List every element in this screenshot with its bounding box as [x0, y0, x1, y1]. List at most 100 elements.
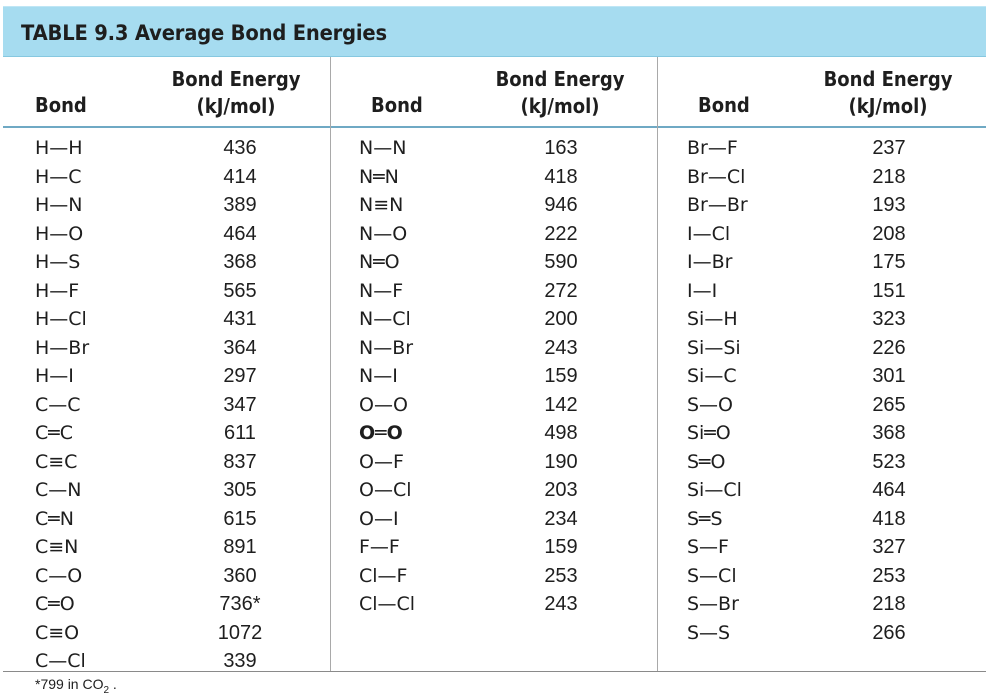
- energy-cell: 611: [224, 422, 256, 444]
- bond-cell: S═O: [687, 450, 726, 473]
- bond-cell: N═N: [359, 165, 399, 188]
- energy-cell: 159: [544, 536, 578, 558]
- table-row: H—Br 364: [3, 334, 330, 363]
- table-row: S═O 523: [658, 448, 986, 477]
- table-row: O═O 498: [331, 419, 657, 448]
- energy-cell: 297: [223, 365, 257, 387]
- bond-cell: F—F: [359, 536, 400, 558]
- energy-cell: 203: [544, 479, 578, 501]
- column-divider: [657, 57, 658, 671]
- table-row: Br—F 237: [658, 134, 986, 163]
- energy-cell: 237: [872, 137, 906, 159]
- bond-cell: H—Br: [35, 336, 90, 359]
- table-row: S═S 418: [658, 505, 986, 534]
- table-row: C≡C 837: [3, 448, 330, 477]
- bond-cell: Br—Br: [687, 194, 748, 216]
- bond-cell: N—I: [359, 365, 398, 387]
- bond-cell: Si—Si: [687, 336, 741, 359]
- table-row: Si—Cl 464: [658, 476, 986, 505]
- table-row: N—F 272: [331, 277, 657, 306]
- energy-cell: 266: [872, 621, 906, 644]
- bond-cell: C—C: [35, 393, 81, 416]
- table-row: N═N 418: [331, 163, 657, 192]
- energy-cell: 837: [223, 450, 257, 473]
- table-row: C═N 615: [3, 505, 330, 534]
- table-row: S—Cl 253: [658, 562, 986, 591]
- bond-cell: H—I: [35, 365, 74, 387]
- table-title-bar: TABLE 9.3 Average Bond Energies: [3, 6, 986, 57]
- bond-cell: O—O: [359, 393, 408, 416]
- bond-cell: O—F: [359, 450, 404, 473]
- table-row: N═O 590: [331, 248, 657, 277]
- bond-cell: S—Cl: [687, 564, 737, 587]
- header-bottom-rule: [3, 126, 986, 128]
- energy-cell: 368: [223, 251, 257, 273]
- table-column-3: Bond Bond Energy (kJ/mol) Br—F 237 Br—Cl 21…: [658, 57, 986, 671]
- header-top-rule: [3, 56, 986, 57]
- table-row: Cl—F 253: [331, 562, 657, 591]
- table-row: N—O 222: [331, 220, 657, 249]
- energy-cell: 243: [544, 336, 578, 359]
- bond-cell: H—F: [35, 279, 80, 302]
- table-bottom-rule: [3, 671, 986, 672]
- table-row: I—Br 175: [658, 248, 986, 277]
- energy-cell: 175: [872, 251, 906, 273]
- energy-cell: 339: [223, 650, 257, 672]
- table-row: S—F 327: [658, 533, 986, 562]
- energy-cell: 327: [872, 536, 906, 558]
- energy-cell: 193: [872, 194, 906, 216]
- table-column-1: Bond Bond Energy (kJ/mol) H—H 436 H—C 414 H—…: [3, 57, 330, 672]
- energy-cell: 736*: [219, 593, 261, 615]
- table-row: C═C 611: [3, 419, 330, 448]
- bond-cell: H—C: [35, 165, 82, 188]
- energy-cell: 431: [223, 308, 257, 330]
- bond-cell: Br—Cl: [687, 165, 746, 188]
- bond-cell: S—S: [687, 621, 731, 644]
- column-header-bond: Bond: [371, 93, 423, 117]
- energy-cell: 265: [872, 393, 906, 416]
- energy-cell: 360: [223, 564, 257, 587]
- bond-cell: S—O: [687, 393, 734, 416]
- bond-cell: Si—Cl: [687, 479, 742, 501]
- bond-cell: N—O: [359, 222, 408, 245]
- table-row: N—N 163: [331, 134, 657, 163]
- table-row: S—O 265: [658, 391, 986, 420]
- energy-cell: 218: [872, 165, 906, 188]
- bond-cell: H—S: [35, 251, 81, 273]
- bond-cell: N≡N: [359, 194, 404, 216]
- table-row: C—C 347: [3, 391, 330, 420]
- energy-cell: 436: [223, 137, 257, 159]
- table-row: O—F 190: [331, 448, 657, 477]
- table-column-2: Bond Bond Energy (kJ/mol) N—N 163 N═N 418 N≡…: [331, 57, 657, 671]
- table-rows: H—H 436 H—C 414 H—N 389 H—O 464 H—S 368 H—F 565 H—Cl…: [3, 134, 330, 676]
- energy-cell: 243: [544, 593, 578, 615]
- bond-cell: H—Cl: [35, 308, 87, 330]
- table-row: N—Cl 200: [331, 305, 657, 334]
- energy-cell: 159: [544, 365, 578, 387]
- column-header-bond-energy: Bond Energy (kJ/mol): [171, 67, 301, 118]
- table-row: H—H 436: [3, 134, 330, 163]
- energy-cell: 272: [544, 279, 578, 302]
- bond-cell: N—Br: [359, 336, 414, 359]
- table-row: C—N 305: [3, 476, 330, 505]
- table-row: Br—Cl 218: [658, 163, 986, 192]
- table-row: Cl—Cl 243: [331, 590, 657, 619]
- table-row: O—I 234: [331, 505, 657, 534]
- energy-cell: 234: [544, 507, 578, 530]
- table-row: H—I 297: [3, 362, 330, 391]
- energy-cell: 565: [223, 279, 257, 302]
- column-header-bond: Bond: [35, 93, 87, 117]
- bond-cell: O—I: [359, 507, 399, 530]
- bond-cell: C≡N: [35, 536, 79, 558]
- table-row: Si═O 368: [658, 419, 986, 448]
- table-row: S—S 266: [658, 619, 986, 648]
- bond-energy-table: TABLE 9.3 Average Bond Energies Bond Bon…: [3, 0, 989, 698]
- energy-cell: 389: [223, 194, 257, 216]
- energy-cell: 590: [544, 251, 578, 273]
- table-row: H—O 464: [3, 220, 330, 249]
- table-row: Si—H 323: [658, 305, 986, 334]
- table-row: O—Cl 203: [331, 476, 657, 505]
- table-row: Si—Si 226: [658, 334, 986, 363]
- energy-cell: 218: [872, 593, 906, 615]
- bond-cell: Cl—Cl: [359, 593, 416, 615]
